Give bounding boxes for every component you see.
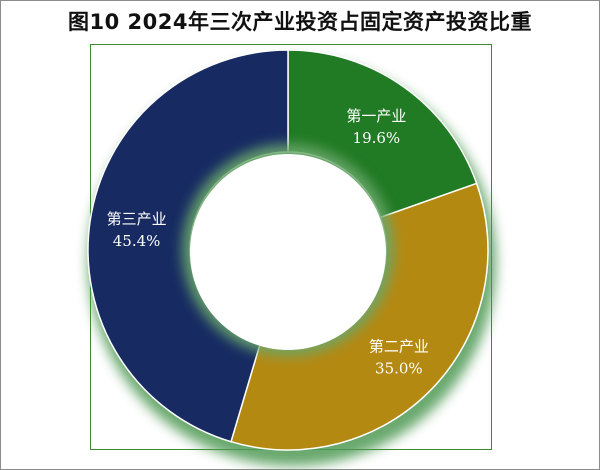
slice-label-tertiary-industry: 第三产业 bbox=[107, 210, 167, 228]
slice-label-secondary-industry: 第二产业 bbox=[369, 337, 429, 355]
donut-hole bbox=[190, 154, 386, 350]
slice-label-primary-industry: 第一产业 bbox=[346, 107, 406, 125]
chart-title: 图10 2024年三次产业投资占固定资产投资比重 bbox=[68, 10, 532, 34]
slice-value-tertiary-industry: 45.4% bbox=[113, 232, 161, 250]
slice-value-secondary-industry: 35.0% bbox=[375, 359, 423, 377]
slice-value-primary-industry: 19.6% bbox=[353, 129, 401, 147]
slice-labels: 第一产业 19.6% 第二产业 35.0% 第三产业 45.4% bbox=[107, 107, 429, 377]
